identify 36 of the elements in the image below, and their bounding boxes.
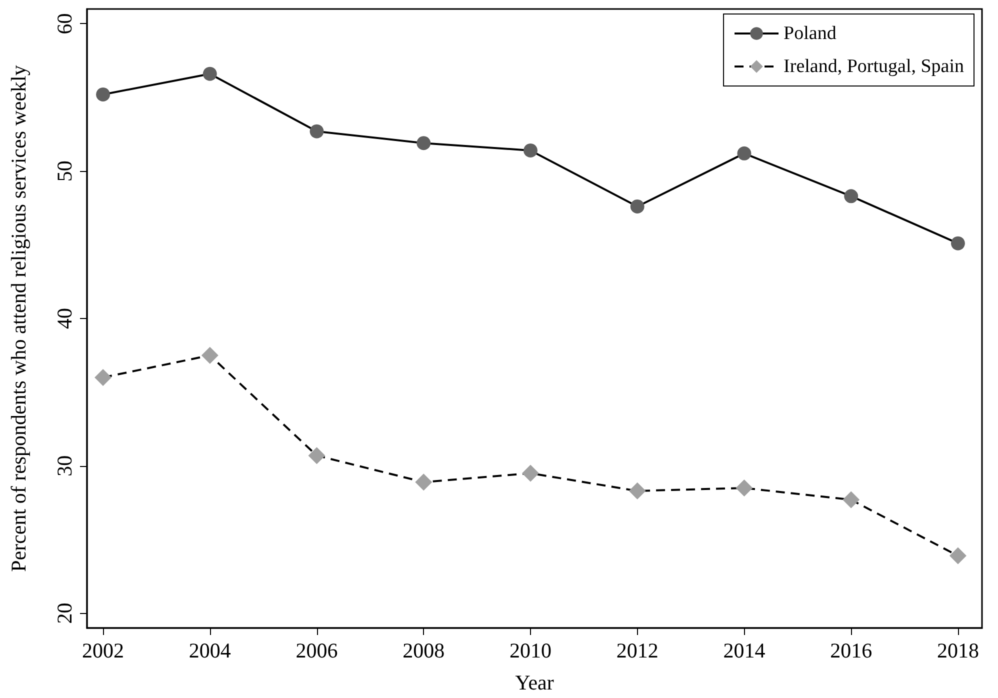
x-axis-title: Year <box>515 670 554 694</box>
point <box>950 236 965 250</box>
x-tick-label: 2002 <box>82 638 124 662</box>
point <box>842 491 860 508</box>
x-tick-label: 2008 <box>402 638 445 662</box>
point <box>630 199 644 214</box>
y-tick-label: 40 <box>52 308 76 329</box>
x-tick-label: 2006 <box>296 638 338 662</box>
point <box>201 346 218 364</box>
point <box>844 189 858 204</box>
point <box>202 66 217 81</box>
point <box>737 146 752 160</box>
legend-label: Ireland, Portugal, Spain <box>784 56 964 77</box>
y-tick-label: 20 <box>52 602 76 624</box>
x-tick-label: 2016 <box>830 638 872 662</box>
legend-label: Poland <box>784 23 837 44</box>
point <box>96 87 110 102</box>
point <box>416 136 431 150</box>
x-tick-label: 2014 <box>723 638 766 662</box>
y-tick-label: 60 <box>52 13 76 34</box>
x-tick-label: 2018 <box>936 638 979 662</box>
x-tick-label: 2010 <box>509 638 552 662</box>
point <box>415 474 432 491</box>
point <box>94 368 112 386</box>
point <box>736 479 753 496</box>
point <box>628 482 646 500</box>
point <box>522 464 539 482</box>
x-tick-label: 2004 <box>188 638 232 662</box>
point <box>310 124 324 138</box>
point <box>524 143 538 158</box>
point <box>308 447 326 464</box>
x-tick-label: 2012 <box>616 638 658 662</box>
y-tick-label: 30 <box>52 455 76 476</box>
y-tick-label: 50 <box>52 160 76 182</box>
y-axis-title: Percent of respondents who attend religious services weekly <box>6 64 30 572</box>
point <box>949 547 966 564</box>
